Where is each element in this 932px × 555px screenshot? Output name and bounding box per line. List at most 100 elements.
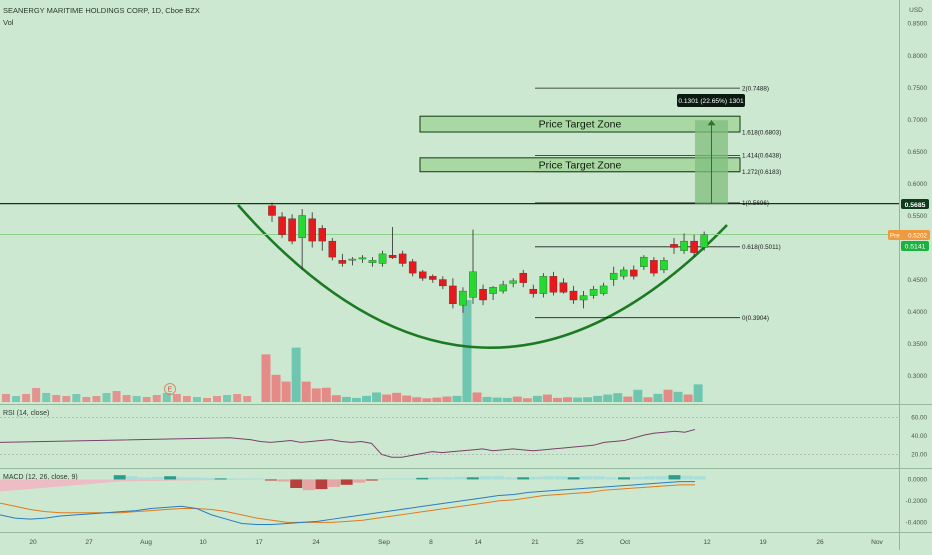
candle[interactable] xyxy=(429,274,437,283)
macd-histogram-bar xyxy=(655,476,668,480)
volume-bar xyxy=(522,398,532,402)
volume-bar xyxy=(42,393,51,402)
price-axis[interactable]: USD 0.8500 0.8000 0.7500 0.7000 0.6500 0.6000… xyxy=(907,7,927,380)
candle[interactable] xyxy=(388,227,397,260)
volume-bar xyxy=(673,391,683,402)
candle[interactable] xyxy=(690,234,698,258)
candle[interactable] xyxy=(318,225,326,251)
candle[interactable] xyxy=(358,255,367,263)
date-tick-label: 26 xyxy=(816,539,824,546)
candle[interactable] xyxy=(609,266,618,286)
volume-bar xyxy=(442,396,452,402)
macd-histogram-bar xyxy=(643,476,656,480)
fib-level-label: 1.414(0.6438) xyxy=(742,153,781,160)
candle[interactable] xyxy=(549,271,558,296)
currency-label: USD xyxy=(909,7,923,14)
candle[interactable] xyxy=(519,269,528,288)
volume-bar xyxy=(321,387,331,402)
candle[interactable] xyxy=(328,237,337,261)
macd-histogram-bar xyxy=(365,479,378,481)
candle[interactable] xyxy=(569,285,578,304)
date-tick-label: 21 xyxy=(531,539,539,546)
candle[interactable] xyxy=(620,266,628,280)
candle[interactable] xyxy=(680,233,688,254)
candle-body xyxy=(690,240,698,253)
volume-bar xyxy=(603,394,613,402)
candle-body xyxy=(278,216,286,235)
candle[interactable] xyxy=(308,212,316,248)
candle[interactable] xyxy=(479,284,487,306)
date-axis[interactable]: 20 27 Aug 10 17 24 Sep 8 14 21 25 Oct 12 19 26 Nov xyxy=(29,539,883,546)
candle[interactable] xyxy=(348,257,357,266)
macd-histogram-bar xyxy=(592,476,605,480)
date-tick-label: 12 xyxy=(703,539,711,546)
candle[interactable] xyxy=(559,278,568,294)
candle[interactable] xyxy=(278,212,286,238)
candle[interactable] xyxy=(298,209,306,270)
volume-bar xyxy=(372,392,382,402)
candle[interactable] xyxy=(268,202,276,222)
macd-signal-line xyxy=(0,484,695,523)
fib-level-label: 0.618(0.5011) xyxy=(742,244,781,251)
volume-bar xyxy=(482,396,492,402)
volume-bar xyxy=(412,397,422,402)
candle[interactable] xyxy=(509,278,517,288)
volume-bar xyxy=(2,394,10,402)
candle[interactable] xyxy=(459,287,467,313)
candle-body xyxy=(439,279,447,287)
candle[interactable] xyxy=(539,273,548,298)
volume-bar xyxy=(233,394,242,402)
date-tick-label: Aug xyxy=(140,539,152,546)
candle[interactable] xyxy=(338,253,347,267)
candle[interactable] xyxy=(650,257,658,277)
candle-body xyxy=(328,240,337,258)
macd-histogram-bar xyxy=(189,477,202,480)
candle[interactable] xyxy=(700,231,708,251)
date-tick-label: Nov xyxy=(871,539,883,546)
candle[interactable] xyxy=(489,285,497,301)
earnings-marker[interactable]: E xyxy=(164,383,176,395)
candle-body xyxy=(368,260,377,264)
candle[interactable] xyxy=(378,250,387,267)
price-range-measure: 0.1301 (22.65%) 1301 xyxy=(677,94,745,204)
candle[interactable] xyxy=(499,280,507,294)
last-badge-bg xyxy=(901,241,929,251)
candle-body xyxy=(640,256,648,267)
candle-body xyxy=(348,258,357,261)
price-target-zone[interactable] xyxy=(419,115,741,133)
candle[interactable] xyxy=(670,237,678,254)
chart-title: SEANERGY MARITIME HOLDINGS CORP, 1D, Cbo… xyxy=(3,6,200,15)
rsi-pane[interactable]: RSI (14, close) 60.00 40.00 20.00 xyxy=(0,410,927,459)
candle[interactable] xyxy=(529,284,538,298)
candle-body xyxy=(529,288,538,294)
date-tick-label: 24 xyxy=(312,539,320,546)
candle[interactable] xyxy=(288,214,296,245)
volume-bar xyxy=(693,384,703,402)
candle[interactable] xyxy=(640,255,648,270)
candle[interactable] xyxy=(449,278,457,309)
volume-bar xyxy=(82,397,91,402)
candle[interactable] xyxy=(408,259,417,277)
candle[interactable] xyxy=(630,265,638,280)
candle[interactable] xyxy=(660,257,668,274)
volume-bar xyxy=(331,395,341,402)
candle[interactable] xyxy=(469,229,477,304)
candle[interactable] xyxy=(589,285,598,299)
macd-histogram-bar xyxy=(416,477,429,480)
candle[interactable] xyxy=(599,282,608,296)
price-target-zone[interactable] xyxy=(419,157,741,173)
macd-title: MACD (12, 26, close, 9) xyxy=(3,474,78,481)
price-tick-label: 0.7500 xyxy=(907,85,927,92)
candle[interactable] xyxy=(418,269,427,281)
candle[interactable] xyxy=(368,257,377,267)
candle[interactable] xyxy=(439,276,447,290)
macd-histogram-bar xyxy=(126,476,139,480)
date-tick-label: 10 xyxy=(199,539,207,546)
candle[interactable] xyxy=(579,291,588,309)
macd-pane[interactable]: MACD (12, 26, close, 9) 0.0000 -0.2000 -0.… xyxy=(0,474,927,527)
macd-histogram-bar xyxy=(290,479,303,489)
macd-histogram-bar xyxy=(681,475,694,480)
candle-body xyxy=(489,287,497,294)
candle[interactable] xyxy=(398,250,407,267)
